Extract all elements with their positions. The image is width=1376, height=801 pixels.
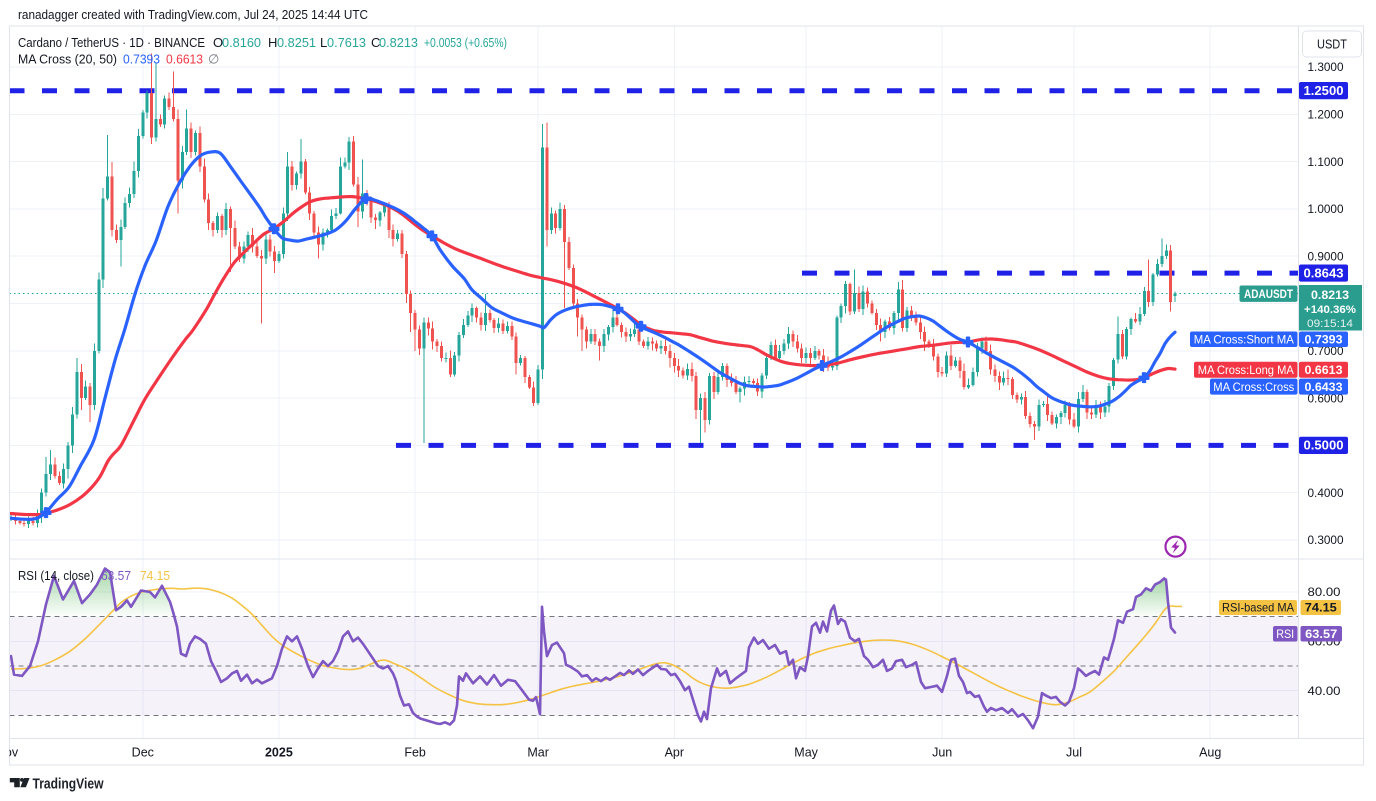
svg-text:0.3000: 0.3000	[1308, 533, 1344, 547]
svg-text:0.8643: 0.8643	[1304, 266, 1344, 280]
svg-text:Mar: Mar	[527, 746, 549, 760]
svg-text:0.8213: 0.8213	[1311, 288, 1349, 302]
svg-text:May: May	[794, 746, 818, 760]
svg-text:40.00: 40.00	[1308, 684, 1341, 698]
svg-text:ranadagger created with Tradin: ranadagger created with TradingView.com,…	[18, 7, 368, 22]
svg-text:Cardano / TetherUS · 1D · BINA: Cardano / TetherUS · 1D · BINANCE	[18, 35, 205, 50]
svg-text:TradingView: TradingView	[33, 777, 105, 793]
svg-text:RSI: RSI	[1276, 628, 1294, 641]
svg-text:Jul: Jul	[1066, 746, 1082, 760]
svg-text:Jun: Jun	[932, 746, 952, 760]
svg-text:+140.36%: +140.36%	[1304, 304, 1356, 316]
svg-text:0.6613: 0.6613	[1305, 363, 1343, 377]
svg-text:Feb: Feb	[404, 746, 426, 760]
svg-text:MA Cross:Long MA: MA Cross:Long MA	[1198, 364, 1294, 377]
svg-text:Dec: Dec	[132, 746, 154, 760]
svg-text:Aug: Aug	[1199, 746, 1221, 760]
svg-text:MA Cross:Short MA: MA Cross:Short MA	[1194, 333, 1294, 346]
svg-text:1.1000: 1.1000	[1308, 155, 1344, 169]
svg-text:0.5000: 0.5000	[1304, 439, 1344, 453]
svg-text:MA Cross:Cross: MA Cross:Cross	[1213, 381, 1294, 394]
svg-text:RSI-based MA: RSI-based MA	[1222, 602, 1294, 615]
svg-text:ADAUSDT: ADAUSDT	[1244, 288, 1293, 301]
svg-text:80.00: 80.00	[1308, 585, 1341, 599]
svg-text:0.6000: 0.6000	[1308, 391, 1344, 405]
svg-text:1.2500: 1.2500	[1304, 84, 1344, 98]
svg-text:63.57: 63.57	[1305, 627, 1337, 641]
svg-text:2025: 2025	[265, 746, 293, 760]
svg-text:Apr: Apr	[665, 746, 684, 760]
svg-text:0.9000: 0.9000	[1308, 249, 1344, 263]
svg-text:0.7393: 0.7393	[1305, 332, 1343, 346]
svg-text:0.4000: 0.4000	[1308, 486, 1344, 500]
svg-text:1.0000: 1.0000	[1308, 202, 1344, 216]
svg-text:0.6433: 0.6433	[1305, 380, 1343, 394]
svg-text:74.15: 74.15	[1305, 601, 1337, 615]
svg-text:Nov: Nov	[0, 746, 19, 760]
svg-text:09:15:14: 09:15:14	[1307, 318, 1353, 330]
svg-text:1.3000: 1.3000	[1308, 60, 1344, 74]
svg-text:1.2000: 1.2000	[1308, 108, 1344, 122]
svg-text:USDT: USDT	[1317, 37, 1347, 52]
svg-text:0.7000: 0.7000	[1308, 344, 1344, 358]
